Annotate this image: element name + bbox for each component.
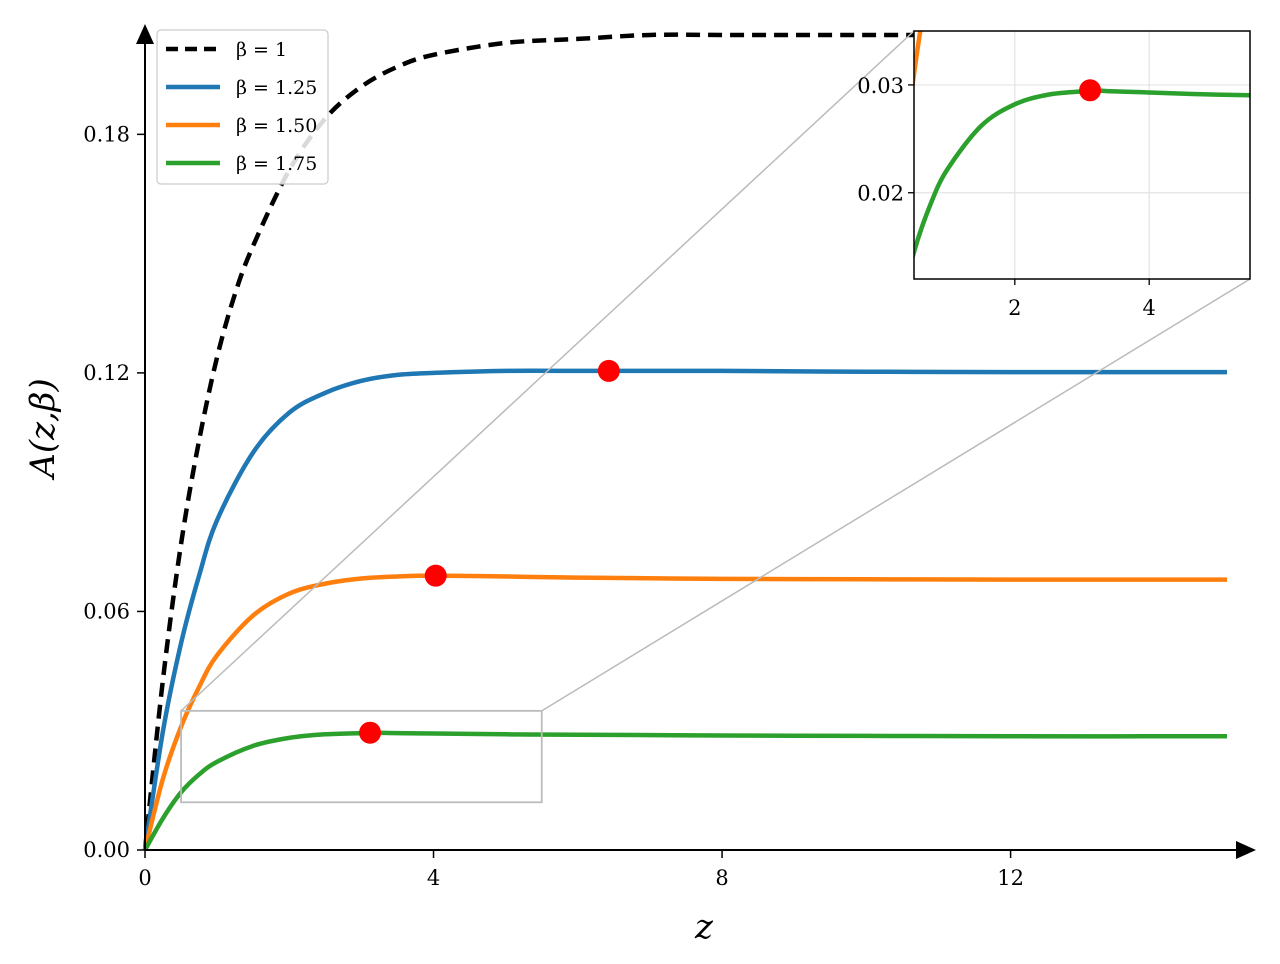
x-tick-label: 4: [427, 866, 440, 890]
y-axis-arrow-icon: [136, 24, 154, 44]
inset-background: [914, 31, 1250, 279]
series-line-1-75: [143, 730, 1228, 852]
inset-series-line-1-50: [914, 31, 923, 92]
series-line-1: [142, 32, 917, 851]
peak-marker-1-75: [359, 721, 382, 744]
inset-x-tick-label: 4: [1143, 296, 1156, 320]
zoom-indicator: [180, 30, 1251, 804]
inset-peak-marker-1-75: [1079, 79, 1102, 102]
y-tick-label: 0.06: [83, 599, 130, 623]
inset-y-tick-label: 0.03: [857, 74, 904, 98]
inset-chart: 2 4 0.02 0.03: [857, 30, 1251, 320]
inset-tick-group: 2 4 0.02 0.03: [857, 74, 1156, 320]
y-axis-label: A(z,β): [23, 378, 63, 480]
legend-label-1-25: β = 1.25: [236, 77, 317, 99]
zoom-connector-line: [180, 30, 915, 712]
inset-grid: [914, 31, 1250, 279]
main-axes: [136, 24, 1256, 859]
zoom-region-rect: [180, 709, 543, 804]
main-markers-group: [359, 359, 620, 744]
y-tick-group: 0.00 0.06 0.12 0.18: [83, 122, 145, 862]
peak-marker-1-25: [597, 359, 620, 382]
inset-x-tick-label: 2: [1008, 296, 1021, 320]
legend: β = 1 β = 1.25 β = 1.50 β = 1.75: [156, 29, 329, 185]
y-tick-label: 0.18: [83, 122, 130, 146]
legend-label-1-75: β = 1.75: [236, 153, 317, 175]
x-axis-label: z: [694, 907, 714, 947]
x-tick-group: 0 4 8 12: [138, 850, 1024, 890]
legend-label-1: β = 1: [236, 39, 287, 61]
x-axis-arrow-icon: [1236, 841, 1256, 859]
inset-y-tick-label: 0.02: [857, 182, 904, 206]
y-tick-label: 0.12: [83, 361, 130, 385]
peak-marker-1-50: [424, 564, 447, 587]
x-tick-label: 12: [997, 866, 1024, 890]
inset-markers-group: [1079, 79, 1102, 102]
x-tick-label: 0: [138, 866, 151, 890]
main-series-group: [142, 32, 1228, 852]
legend-frame: [156, 29, 329, 185]
x-tick-label: 8: [715, 866, 728, 890]
legend-label-1-50: β = 1.50: [236, 115, 317, 137]
y-tick-label: 0.00: [83, 838, 130, 862]
series-line-1-25: [142, 368, 1228, 851]
inset-frame: [913, 30, 1251, 280]
zoom-connector-line: [541, 278, 1251, 712]
series-line-1-50: [142, 573, 1228, 851]
